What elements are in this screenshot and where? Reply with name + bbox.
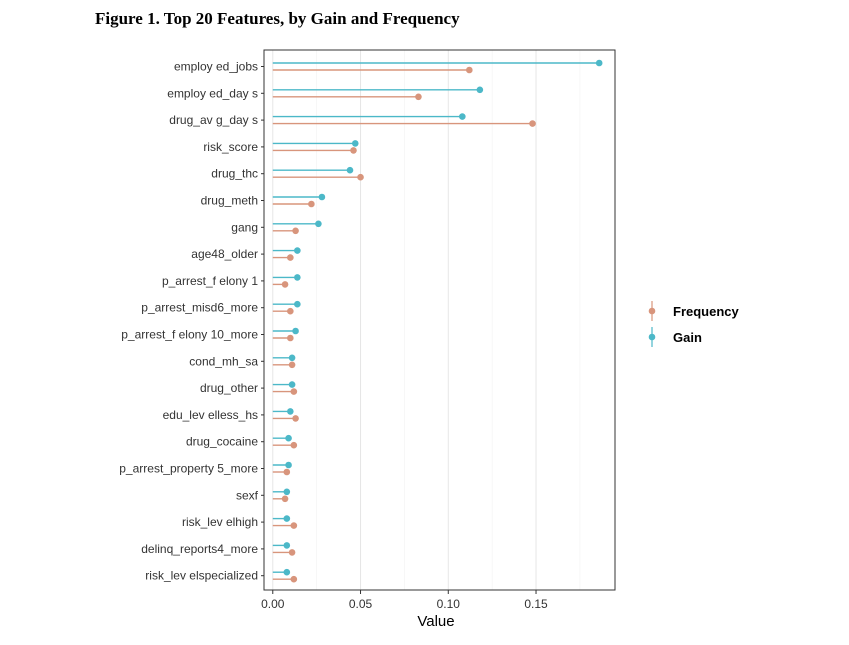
gain-point bbox=[283, 568, 291, 576]
frequency-point bbox=[288, 549, 296, 556]
frequency-point bbox=[281, 495, 289, 503]
gain-point bbox=[285, 461, 292, 469]
gain-point bbox=[318, 193, 326, 201]
y-tick-label: p_arrest_f elony 1 bbox=[162, 274, 258, 288]
frequency-point bbox=[292, 227, 299, 235]
x-tick-label: 0.15 bbox=[524, 597, 548, 611]
y-tick-label: age48_older bbox=[191, 247, 258, 261]
x-tick-label: 0.00 bbox=[261, 597, 285, 611]
x-tick-label: 0.05 bbox=[349, 597, 373, 611]
chart-marks bbox=[272, 59, 603, 583]
y-tick-label: delinq_reports4_more bbox=[141, 542, 258, 556]
y-tick-label: employ ed_jobs bbox=[174, 60, 258, 74]
y-tick-label: p_arrest_property 5_more bbox=[119, 462, 258, 476]
y-tick-label: risk_score bbox=[203, 140, 258, 154]
gain-point bbox=[351, 140, 359, 147]
frequency-point bbox=[529, 120, 536, 127]
legend-key-gain-point bbox=[648, 333, 656, 341]
gain-point bbox=[283, 542, 291, 549]
gridlines bbox=[272, 50, 581, 590]
gain-point bbox=[294, 247, 301, 254]
frequency-point bbox=[290, 575, 298, 583]
frequency-point bbox=[290, 388, 298, 395]
plot-panel-background bbox=[264, 50, 615, 590]
gain-point bbox=[287, 408, 294, 415]
gain-point bbox=[459, 113, 466, 120]
y-tick-label: drug_thc bbox=[211, 167, 258, 181]
gain-point bbox=[283, 515, 291, 522]
y-tick-label: drug_other bbox=[200, 381, 258, 395]
y-tick-label: drug_av g_day s bbox=[169, 113, 258, 127]
y-tick-label: edu_lev elless_hs bbox=[163, 408, 258, 422]
y-tick-label: risk_lev elhigh bbox=[182, 515, 258, 529]
gain-point bbox=[346, 166, 354, 174]
legend-key-frequency-point bbox=[648, 307, 656, 315]
x-tick-label: 0.10 bbox=[437, 597, 461, 611]
y-tick-label: p_arrest_f elony 10_more bbox=[121, 328, 258, 342]
gain-point bbox=[294, 300, 301, 308]
frequency-point bbox=[281, 281, 289, 288]
legend-label-gain: Gain bbox=[673, 330, 702, 345]
frequency-point bbox=[415, 93, 422, 101]
legend-label-frequency: Frequency bbox=[673, 304, 740, 319]
frequency-point bbox=[466, 66, 473, 74]
gain-point bbox=[288, 381, 296, 388]
frequency-point bbox=[290, 522, 298, 529]
y-tick-label: p_arrest_misd6_more bbox=[141, 301, 258, 315]
y-tick-label: cond_mh_sa bbox=[189, 354, 258, 368]
x-axis-title: Value bbox=[417, 613, 454, 630]
y-tick-label: sexf bbox=[236, 488, 259, 502]
frequency-point bbox=[287, 334, 294, 342]
gain-point bbox=[288, 354, 296, 362]
frequency-point bbox=[283, 468, 291, 476]
frequency-point bbox=[287, 307, 294, 315]
gain-point bbox=[476, 86, 484, 94]
frequency-point bbox=[288, 361, 296, 369]
gain-point bbox=[294, 274, 301, 281]
figure-title: Figure 1. Top 20 Features, by Gain and F… bbox=[95, 9, 460, 28]
gain-point bbox=[315, 220, 322, 228]
y-tick-label: drug_cocaine bbox=[186, 435, 258, 449]
gain-point bbox=[283, 488, 291, 496]
gain-point bbox=[292, 327, 299, 335]
y-tick-label: gang bbox=[231, 220, 258, 234]
frequency-point bbox=[350, 147, 357, 154]
y-tick-label: risk_lev elspecialized bbox=[145, 569, 258, 583]
frequency-point bbox=[292, 415, 299, 422]
x-axis: 0.00 0.05 0.10 0.15 bbox=[261, 590, 548, 611]
plot-panel-border bbox=[263, 49, 616, 591]
frequency-point bbox=[290, 441, 298, 449]
frequency-point bbox=[308, 200, 315, 208]
gain-point bbox=[595, 59, 603, 67]
y-tick-label: employ ed_day s bbox=[167, 86, 258, 100]
gain-point bbox=[285, 434, 292, 442]
frequency-point bbox=[357, 173, 364, 181]
frequency-point bbox=[287, 254, 294, 261]
legend: Frequency Gain bbox=[648, 301, 740, 347]
y-tick-label: drug_meth bbox=[201, 194, 258, 208]
